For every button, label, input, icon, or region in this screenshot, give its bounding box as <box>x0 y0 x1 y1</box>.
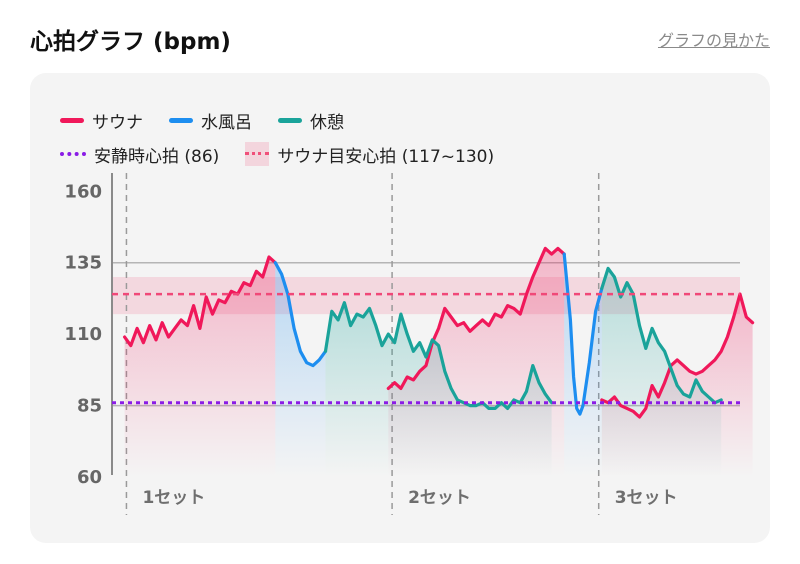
series-area-fill <box>564 254 602 477</box>
series-line <box>123 255 277 348</box>
resting-line-swatch <box>60 152 86 156</box>
series-line <box>386 246 566 390</box>
graph-help-link[interactable]: グラフの見かた <box>657 31 770 50</box>
sauna-line-swatch <box>60 117 84 123</box>
header: 心拍グラフ (bpm) グラフの見かた <box>30 22 770 58</box>
legend-item-target: サウナ目安心拍 (117~130) <box>245 142 494 167</box>
target-band-swatch <box>245 142 270 166</box>
series-area-fill <box>275 262 326 477</box>
legend-item-sauna: サウナ <box>60 108 143 133</box>
legend-label-resting: 安静時心拍 (86) <box>94 146 220 167</box>
y-tick-label: 135 <box>64 253 102 274</box>
chart-legend: サウナ 水風呂 休憩 安静時心拍 (86) サウナ目安心拍 (117~130) <box>60 103 520 171</box>
series-area-fill <box>601 268 722 477</box>
y-tick-label: 160 <box>64 181 102 202</box>
legend-label-rest: 休憩 <box>310 112 344 133</box>
y-tick-label: 85 <box>77 396 102 417</box>
set-label: 2セット <box>408 488 471 508</box>
series-area-fill <box>124 257 276 477</box>
series-line <box>600 292 755 419</box>
rest-line-swatch <box>278 117 302 123</box>
legend-item-water: 水風呂 <box>169 108 252 133</box>
water-line-swatch <box>169 117 193 123</box>
y-tick-label: 110 <box>64 324 102 345</box>
heart-rate-chart: 1セット 2セット 3セット 60 85 110 135 160 <box>64 173 755 515</box>
series-line <box>562 252 604 416</box>
legend-label-target: サウナ目安心拍 (117~130) <box>277 146 495 167</box>
series-line <box>323 301 554 410</box>
y-tick-label: 60 <box>77 467 102 488</box>
set-label: 1セット <box>142 488 205 508</box>
page-title: 心拍グラフ (bpm) <box>30 29 231 55</box>
heart-rate-card: 1セット 2セット 3セット 60 85 110 135 160 サウナ 水風呂 休憩 安静時… <box>30 73 770 543</box>
legend-label-sauna: サウナ <box>92 112 143 133</box>
series-line <box>273 261 328 368</box>
set-label: 3セット <box>615 488 678 508</box>
legend-label-water: 水風呂 <box>201 112 252 133</box>
legend-item-rest: 休憩 <box>278 108 344 133</box>
legend-item-resting: 安静時心拍 (86) <box>60 142 219 167</box>
